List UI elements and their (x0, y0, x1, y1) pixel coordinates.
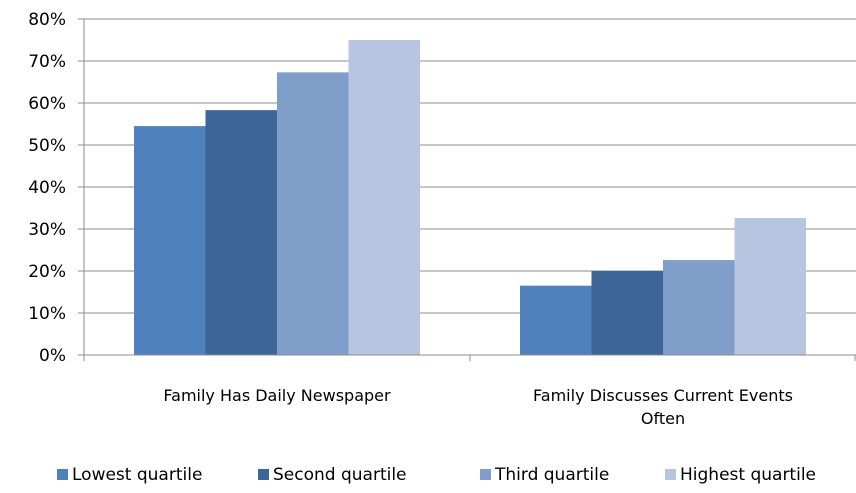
legend-item: Lowest quartile (57, 465, 202, 485)
x-axis-category-labels: Family Has Daily Newspaper Family Discuss… (163, 386, 793, 428)
legend-label: Highest quartile (680, 465, 816, 485)
y-tick-label: 10% (28, 304, 66, 324)
legend-item: Highest quartile (665, 465, 816, 485)
y-tick-label: 80% (28, 10, 66, 30)
y-axis-tick-labels: 0% 10% 20% 30% 40% 50% 60% 70% 80% (28, 10, 66, 366)
legend: Lowest quartile Second quartile Third quar… (57, 465, 816, 485)
y-tick-label: 0% (39, 346, 66, 366)
bar (277, 72, 349, 355)
bar (591, 271, 663, 355)
bar (134, 126, 206, 355)
legend-label: Second quartile (273, 465, 407, 485)
y-tick-label: 50% (28, 136, 66, 156)
legend-swatch (57, 469, 68, 480)
legend-swatch (258, 469, 269, 480)
legend-item: Third quartile (480, 465, 609, 485)
bar (348, 40, 420, 355)
y-tick-label: 70% (28, 52, 66, 72)
y-tick-label: 30% (28, 220, 66, 240)
bar (520, 285, 592, 355)
x-category-label: Family Discusses Current Events Often (533, 386, 793, 428)
bar (734, 218, 806, 355)
bar (663, 260, 735, 355)
legend-label: Lowest quartile (72, 465, 202, 485)
legend-swatch (480, 469, 491, 480)
y-tick-label: 20% (28, 262, 66, 282)
y-tick-label: 60% (28, 94, 66, 114)
y-tick-label: 40% (28, 178, 66, 198)
axes (83, 19, 856, 361)
bars (134, 40, 806, 355)
x-category-label: Family Has Daily Newspaper (163, 386, 391, 405)
bar (205, 110, 277, 355)
legend-label: Third quartile (494, 465, 609, 485)
legend-swatch (665, 469, 676, 480)
legend-item: Second quartile (258, 465, 407, 485)
